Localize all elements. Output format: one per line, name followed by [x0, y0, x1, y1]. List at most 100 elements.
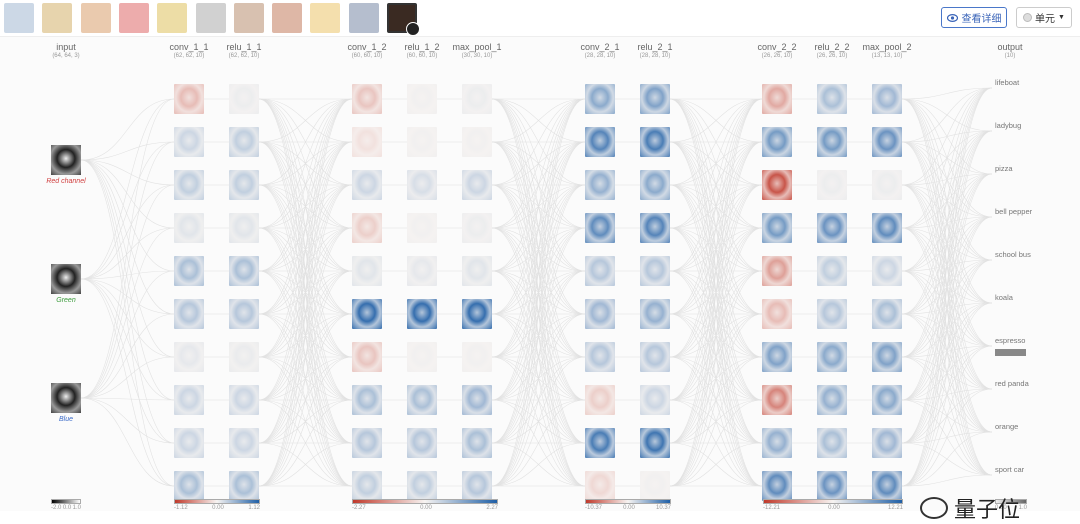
pencil-icon[interactable] [406, 22, 420, 36]
output-class-label[interactable]: espresso [995, 336, 1026, 345]
activation-map[interactable] [872, 299, 902, 329]
activation-map[interactable] [352, 84, 382, 114]
activation-map[interactable] [585, 170, 615, 200]
activation-map[interactable] [817, 127, 847, 157]
thumb-pizza[interactable] [80, 3, 111, 33]
activation-map[interactable] [229, 127, 259, 157]
activation-map[interactable] [462, 213, 492, 243]
activation-map[interactable] [640, 256, 670, 286]
activation-map[interactable] [462, 256, 492, 286]
activation-map[interactable] [352, 127, 382, 157]
show-details-button[interactable]: 查看详细 [941, 7, 1007, 28]
activation-map[interactable] [872, 385, 902, 415]
activation-map[interactable] [585, 127, 615, 157]
activation-map[interactable] [174, 256, 204, 286]
activation-map[interactable] [640, 84, 670, 114]
thumb-ladybug[interactable] [42, 3, 73, 33]
output-class-label[interactable]: red panda [995, 379, 1029, 388]
activation-map[interactable] [872, 213, 902, 243]
activation-map[interactable] [174, 428, 204, 458]
activation-map[interactable] [762, 256, 792, 286]
activation-map[interactable] [585, 299, 615, 329]
activation-map[interactable] [174, 471, 204, 501]
activation-map[interactable] [872, 428, 902, 458]
activation-map[interactable] [407, 385, 437, 415]
thumb-lifeboat[interactable] [4, 3, 34, 33]
activation-map[interactable] [762, 170, 792, 200]
activation-map[interactable] [640, 471, 670, 501]
activation-map[interactable] [817, 170, 847, 200]
thumb-sports-car[interactable] [348, 3, 379, 33]
activation-map[interactable] [872, 84, 902, 114]
activation-map[interactable] [762, 299, 792, 329]
activation-map[interactable] [640, 385, 670, 415]
activation-map[interactable] [174, 127, 204, 157]
thumb-red-panda[interactable] [272, 3, 303, 33]
activation-map[interactable] [174, 84, 204, 114]
thumb-school-bus[interactable] [157, 3, 188, 33]
activation-map[interactable] [174, 299, 204, 329]
activation-map[interactable] [872, 342, 902, 372]
activation-map[interactable] [462, 299, 492, 329]
output-class-label[interactable]: bell pepper [995, 207, 1033, 216]
activation-map[interactable] [462, 84, 492, 114]
activation-map[interactable] [352, 299, 382, 329]
output-class-label[interactable]: orange [995, 422, 1019, 431]
activation-map[interactable] [229, 342, 259, 372]
activation-map[interactable] [407, 84, 437, 114]
activation-map[interactable] [585, 84, 615, 114]
activation-map[interactable] [762, 84, 792, 114]
activation-map[interactable] [407, 342, 437, 372]
activation-map[interactable] [352, 213, 382, 243]
activation-map[interactable] [407, 127, 437, 157]
activation-map[interactable] [762, 213, 792, 243]
activation-map[interactable] [585, 385, 615, 415]
activation-map[interactable] [585, 428, 615, 458]
activation-map[interactable] [762, 428, 792, 458]
activation-map[interactable] [462, 127, 492, 157]
thumb-bell-pepper[interactable] [118, 3, 149, 33]
activation-map[interactable] [872, 256, 902, 286]
activation-map[interactable] [229, 213, 259, 243]
activation-map[interactable] [229, 299, 259, 329]
thumb-espresso[interactable] [233, 3, 264, 33]
activation-map[interactable] [352, 342, 382, 372]
activation-map[interactable] [352, 385, 382, 415]
activation-map[interactable] [585, 342, 615, 372]
input-channel-image[interactable] [51, 383, 81, 413]
activation-map[interactable] [872, 170, 902, 200]
activation-map[interactable] [407, 471, 437, 501]
activation-map[interactable] [817, 428, 847, 458]
activation-map[interactable] [174, 385, 204, 415]
thumb-orange[interactable] [310, 3, 341, 33]
input-channel-image[interactable] [51, 264, 81, 294]
activation-map[interactable] [640, 428, 670, 458]
activation-map[interactable] [462, 342, 492, 372]
color-unit-select[interactable]: 单元 ▼ [1016, 7, 1072, 28]
activation-map[interactable] [229, 256, 259, 286]
activation-map[interactable] [817, 213, 847, 243]
activation-map[interactable] [407, 256, 437, 286]
activation-map[interactable] [585, 256, 615, 286]
activation-map[interactable] [407, 170, 437, 200]
activation-map[interactable] [462, 471, 492, 501]
activation-map[interactable] [762, 342, 792, 372]
activation-map[interactable] [352, 471, 382, 501]
activation-map[interactable] [640, 342, 670, 372]
output-class-label[interactable]: lifeboat [995, 78, 1020, 87]
activation-map[interactable] [407, 213, 437, 243]
thumb-koala[interactable] [195, 3, 226, 33]
input-channel-image[interactable] [51, 145, 81, 175]
activation-map[interactable] [585, 213, 615, 243]
activation-map[interactable] [640, 299, 670, 329]
activation-map[interactable] [229, 385, 259, 415]
activation-map[interactable] [817, 385, 847, 415]
activation-map[interactable] [462, 170, 492, 200]
activation-map[interactable] [640, 213, 670, 243]
activation-map[interactable] [229, 84, 259, 114]
activation-map[interactable] [229, 428, 259, 458]
activation-map[interactable] [585, 471, 615, 501]
activation-map[interactable] [762, 385, 792, 415]
activation-map[interactable] [817, 342, 847, 372]
activation-map[interactable] [407, 299, 437, 329]
